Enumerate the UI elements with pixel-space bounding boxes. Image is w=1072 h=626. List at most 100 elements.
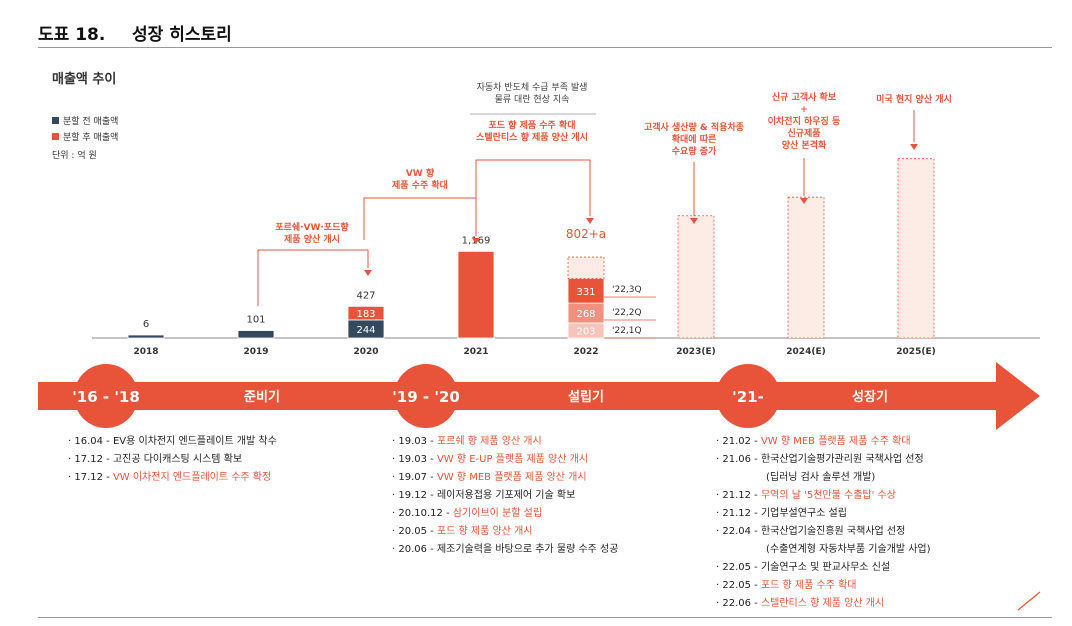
timeline-item: · 20.10.12 - 삼기이브이 분할 설립 bbox=[392, 505, 618, 523]
unit-label: 단위 : 억 원 bbox=[52, 151, 97, 161]
connector-2022 bbox=[475, 159, 591, 236]
timeline-item-date: · 19.12 - bbox=[392, 490, 437, 501]
annotation-2023: 고객사 생산량 & 적용차종 bbox=[644, 121, 744, 133]
timeline-item-text: 한국산업기술진흥원 국책사업 선정 bbox=[760, 526, 906, 537]
phase-circle bbox=[394, 364, 458, 428]
arrow-2021 bbox=[472, 238, 480, 244]
annotation-2024: 신규제품 bbox=[787, 127, 820, 139]
chart-title: 매출액 추이 bbox=[52, 72, 117, 87]
annotation-2024: 양산 본격화 bbox=[782, 139, 827, 151]
timeline-item: · 22.05 - 기술연구소 및 판교사무소 신설 bbox=[716, 559, 931, 577]
timeline-item: · 21.12 - 무역의 날 '5천만불 수출탑' 수상 bbox=[716, 487, 931, 505]
timeline-item-text: VW 이차전지 엔드플레이트 수주 확정 bbox=[112, 472, 272, 483]
timeline-item: · 21.12 - 기업부설연구소 설립 bbox=[716, 505, 931, 523]
arrow-2020 bbox=[364, 270, 372, 276]
bar-segment-label: 268 bbox=[576, 309, 595, 320]
timeline-item-subtext: (딥러닝 검사 솔루션 개발) bbox=[766, 472, 876, 483]
annotation-2022: 스텔란티스 향 제품 양산 개시 bbox=[476, 131, 588, 143]
timeline-item-text: 기업부설연구소 설립 bbox=[760, 508, 847, 519]
timeline-item-date: · 21.12 - bbox=[716, 490, 761, 501]
timeline-item-text: 포드 향 제품 양산 개시 bbox=[436, 526, 533, 537]
timeline-item: · 19.03 - VW 향 E-UP 플랫폼 제품 양산 개시 bbox=[392, 451, 618, 469]
x-tick-label: 2025(E) bbox=[896, 347, 935, 357]
figure-number: 도표 18. bbox=[38, 25, 106, 45]
phase-period: '16 - '18 bbox=[72, 388, 140, 406]
timeline-item-text: 무역의 날 '5천만불 수출탑' 수상 bbox=[760, 490, 896, 501]
legend-swatch-dark bbox=[52, 117, 59, 124]
timeline-arrow-body bbox=[38, 382, 998, 410]
timeline-item: · 22.05 - 포드 향 제품 수주 확대 bbox=[716, 577, 931, 595]
legend-label: 분할 후 매출액 bbox=[63, 133, 119, 143]
bar-2019-dark bbox=[237, 330, 275, 339]
quarter-label: '22,1Q bbox=[612, 326, 642, 336]
timeline-item-date: · 16.04 - bbox=[68, 436, 113, 447]
timeline-item: · 21.02 - VW 향 MEB 플랫폼 제품 수주 확대 bbox=[716, 433, 931, 451]
timeline-item-text: 고진공 다이캐스팅 시스템 확보 bbox=[112, 454, 243, 465]
legend-item-before: 분할 전 매출액 bbox=[52, 114, 118, 127]
annotation-2021: 제품 수주 확대 bbox=[392, 179, 448, 191]
timeline-item-date: · 22.05 - bbox=[716, 580, 761, 591]
timeline-col-3: · 21.02 - VW 향 MEB 플랫폼 제품 수주 확대 · 21.06 -… bbox=[716, 433, 931, 613]
phase-circle bbox=[716, 364, 780, 428]
timeline-item-text: VW 향 MEB 플랫폼 제품 수주 확대 bbox=[760, 436, 911, 447]
timeline-item-date: · 19.03 - bbox=[392, 454, 437, 465]
bar-2022-future bbox=[567, 256, 605, 279]
timeline-item: · 20.06 - 제조기술력을 바탕으로 추가 물량 수주 성공 bbox=[392, 541, 618, 559]
timeline-item-text: EV용 이차전지 엔드플레이트 개발 착수 bbox=[112, 436, 277, 447]
arrow-2024 bbox=[800, 198, 808, 204]
timeline-item-date: · 21.12 - bbox=[716, 508, 761, 519]
arrow-2022 bbox=[586, 218, 594, 224]
timeline-item-text: 스텔란티스 향 제품 양산 개시 bbox=[760, 598, 885, 609]
x-tick-label: 2019 bbox=[243, 347, 268, 357]
timeline-item-text: 한국산업기술평가관리원 국책사업 선정 bbox=[760, 454, 924, 465]
total-value-label: 427 bbox=[356, 290, 375, 301]
timeline-item-date: · 20.10.12 - bbox=[392, 508, 453, 519]
phase-circle bbox=[74, 364, 138, 428]
bar-2025(E)-future bbox=[897, 158, 935, 339]
annotation-2023: 확대에 따른 bbox=[672, 133, 717, 145]
x-tick-label: 2023(E) bbox=[676, 347, 715, 357]
timeline-item-date: · 21.06 - bbox=[716, 454, 761, 465]
timeline-item-text: 포드 향 제품 수주 확대 bbox=[760, 580, 857, 591]
bar-segment-label: 183 bbox=[356, 309, 375, 320]
legend-item-after: 분할 후 매출액 bbox=[52, 130, 118, 143]
legend-swatch-red bbox=[52, 133, 59, 140]
timeline-item-date: · 19.03 - bbox=[392, 436, 437, 447]
annotation-2024: + bbox=[800, 105, 808, 115]
timeline-item-date: · 22.06 - bbox=[716, 598, 761, 609]
legend-label: 분할 전 매출액 bbox=[63, 117, 119, 127]
timeline-item-date: · 17.12 - bbox=[68, 472, 113, 483]
timeline-item-text: VW 향 E-UP 플랫폼 제품 양산 개시 bbox=[436, 454, 589, 465]
total-value-label: 6 bbox=[143, 319, 149, 330]
annotation-2022-note: 자동차 반도체 수급 부족 발생 bbox=[477, 81, 588, 93]
quarter-label: '22,3Q bbox=[612, 285, 642, 295]
revenue-chart: 244183203268331201862019101202042720211,… bbox=[92, 81, 1040, 357]
annotation-2024: 이차전지 하우징 등 bbox=[768, 115, 841, 127]
annotation-2022: 포드 향 제품 수주 확대 bbox=[488, 119, 575, 131]
bar-2021-red bbox=[457, 250, 495, 339]
timeline-item-text: 제조기술력을 바탕으로 추가 물량 수주 성공 bbox=[436, 544, 619, 555]
x-tick-label: 2024(E) bbox=[786, 347, 825, 357]
timeline-item: · 22.06 - 스텔란티스 향 제품 양산 개시 bbox=[716, 595, 931, 613]
timeline-item: · 19.07 - VW 향 MEB 플랫폼 제품 양산 개시 bbox=[392, 469, 618, 487]
timeline-item-text: 기술연구소 및 판교사무소 신설 bbox=[760, 562, 891, 573]
bar-2018-dark bbox=[127, 334, 165, 339]
timeline-item: · 21.06 - 한국산업기술평가관리원 국책사업 선정 bbox=[716, 451, 931, 469]
annotation-2024: 신규 고객사 확보 bbox=[772, 91, 837, 103]
quarter-label: '22,2Q bbox=[612, 308, 642, 318]
timeline-col-1: · 16.04 - EV용 이차전지 엔드플레이트 개발 착수 · 17.12 -… bbox=[68, 433, 277, 487]
timeline-item: · 17.12 - VW 이차전지 엔드플레이트 수주 확정 bbox=[68, 469, 277, 487]
phase-period: '19 - '20 bbox=[392, 388, 460, 406]
annotation-2020: 포르쉐·VW·포드향 bbox=[275, 221, 349, 233]
timeline-item-date: · 20.06 - bbox=[392, 544, 437, 555]
timeline-item: · 16.04 - EV용 이차전지 엔드플레이트 개발 착수 bbox=[68, 433, 277, 451]
annotation-2023: 수요량 증가 bbox=[672, 145, 717, 157]
annotation-2020: 제품 양산 개시 bbox=[284, 233, 340, 245]
timeline-item-text: VW 향 MEB 플랫폼 제품 양산 개시 bbox=[436, 472, 587, 483]
phase-name: 준비기 bbox=[244, 390, 280, 405]
bar-segment-label: 244 bbox=[356, 325, 375, 336]
total-value-label: 101 bbox=[246, 315, 265, 326]
phase-period: '21- bbox=[732, 388, 764, 406]
timeline-item-date: · 17.12 - bbox=[68, 454, 113, 465]
